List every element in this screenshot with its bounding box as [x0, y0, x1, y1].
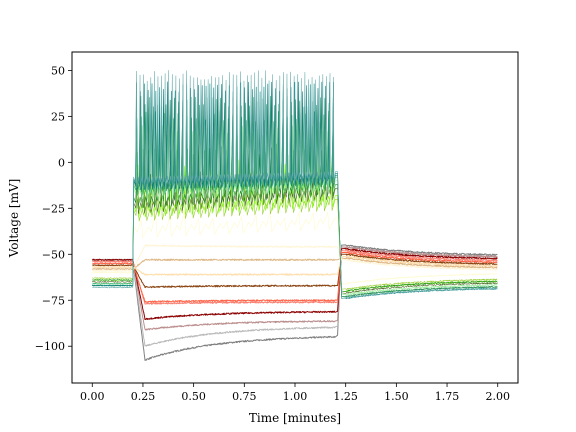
trace-line-7: [91, 255, 498, 276]
y-tick-label: −100: [35, 340, 65, 353]
y-tick-label: 50: [51, 64, 65, 77]
y-tick-label: −50: [42, 248, 65, 261]
y-tick-label: −75: [42, 294, 65, 307]
trace-line-0: [91, 244, 498, 361]
trace-line-5: [92, 251, 498, 303]
voltage-traces: [91, 70, 498, 361]
trace-line-10: [92, 210, 498, 285]
y-axis-label: Voltage [mV]: [7, 179, 21, 259]
trace-line-17: [92, 95, 498, 298]
x-tick-label: 1.50: [384, 390, 409, 403]
y-tick-label: 25: [51, 110, 65, 123]
x-tick-label: 2.00: [485, 390, 510, 403]
y-tick-label: −25: [42, 202, 65, 215]
x-tick-label: 0.00: [80, 390, 105, 403]
x-axis: 0.00 0.25 0.50 0.75 1.00 1.25 1.50 1.75 2.00: [80, 383, 510, 403]
trace-line-6: [92, 253, 498, 289]
y-tick-label: 0: [58, 156, 65, 169]
x-tick-label: 1.75: [435, 390, 460, 403]
x-tick-label: 0.50: [181, 390, 206, 403]
x-tick-label: 0.75: [232, 390, 257, 403]
trace-line-9: [91, 244, 498, 272]
trace-line-19: [92, 70, 498, 299]
trace-line-4: [92, 249, 498, 305]
y-axis: −100 −75 −50 −25 0 25 50: [35, 64, 72, 353]
trace-line-3: [92, 248, 498, 321]
trace-line-8: [91, 257, 498, 271]
x-tick-label: 0.25: [131, 390, 156, 403]
x-tick-label: 1.00: [283, 390, 308, 403]
trace-line-11: [92, 184, 498, 291]
x-axis-label: Time [minutes]: [249, 411, 341, 425]
x-tick-label: 1.25: [333, 390, 358, 403]
trace-line-2: [91, 246, 498, 331]
